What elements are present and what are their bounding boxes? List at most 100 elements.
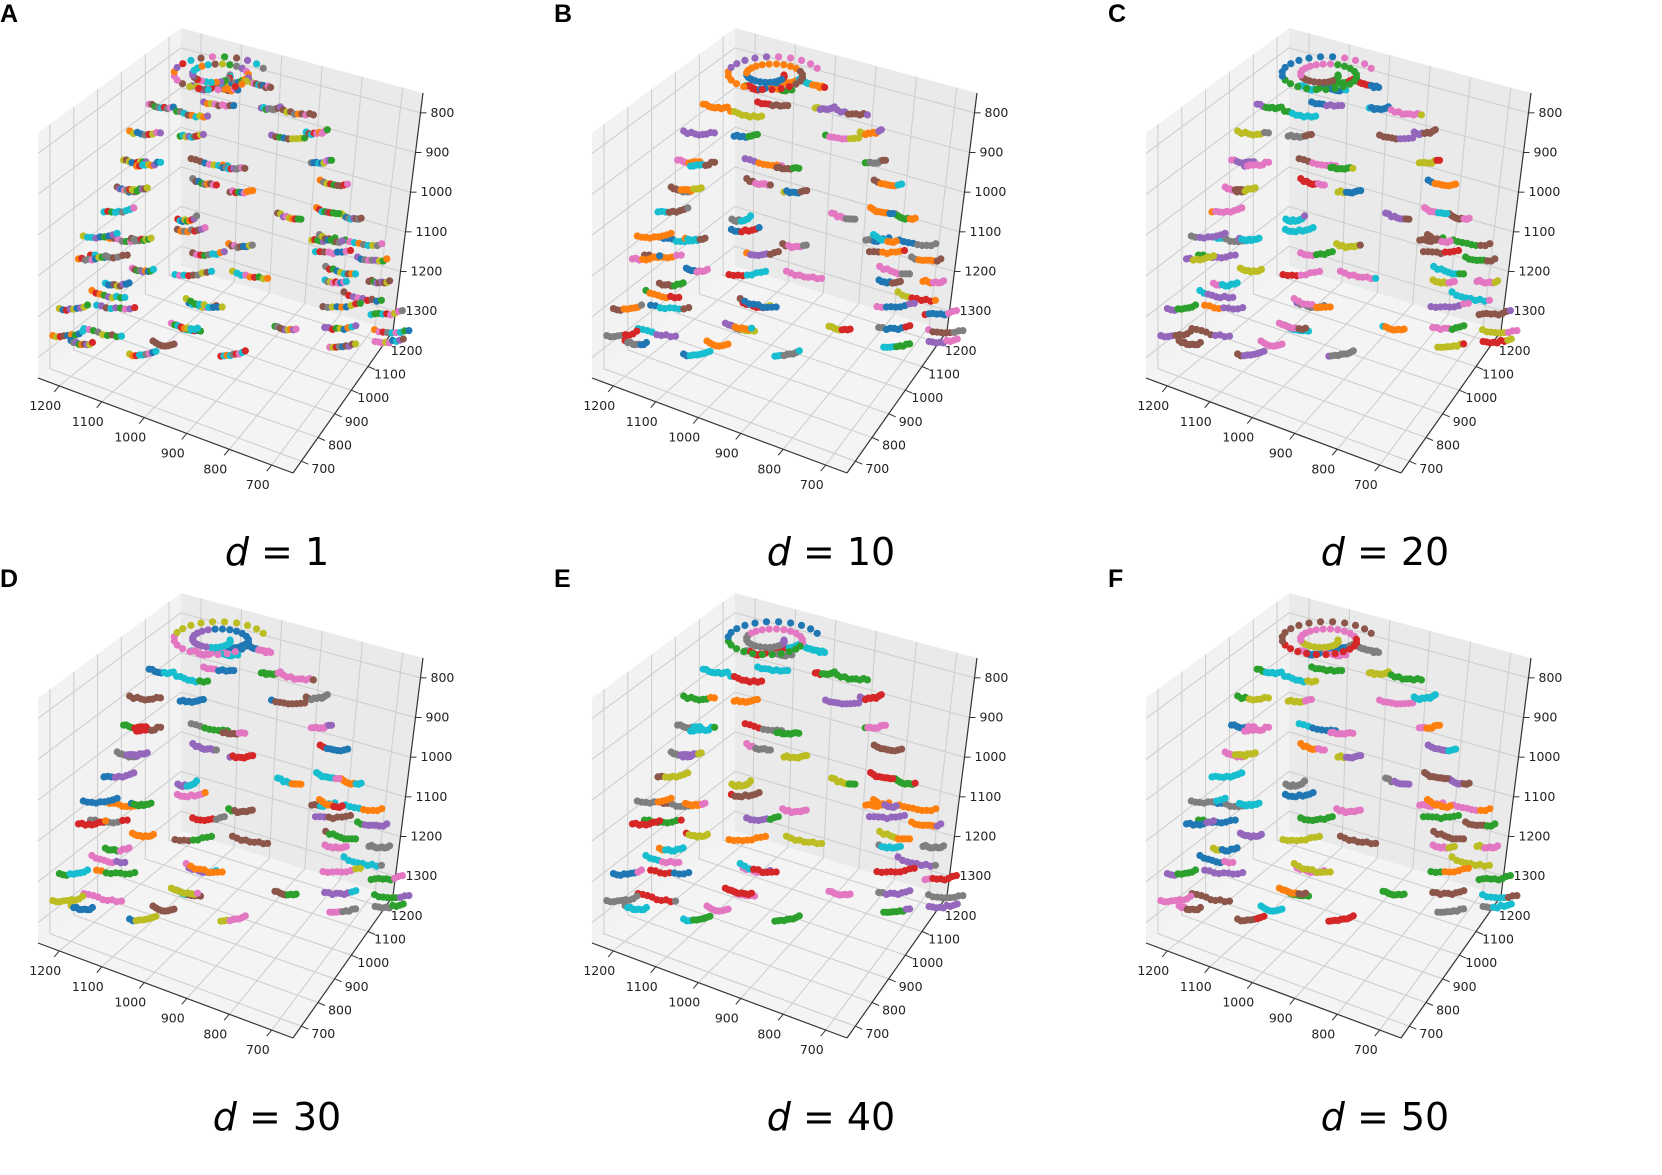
scatter-point	[383, 255, 391, 263]
panel-b: 1200 1100 1000 900 800 700 700 800 900 1000 1100 12…	[554, 0, 1108, 587]
scatter-point	[249, 752, 257, 760]
x-tick-label: 1000	[114, 995, 146, 1010]
scatter-point	[1251, 184, 1259, 192]
axis-lines	[1145, 657, 1532, 1039]
scatter-point	[123, 816, 131, 824]
scatter-point	[1494, 842, 1502, 850]
scatter-point	[1210, 252, 1218, 260]
y-tick-label: 700	[865, 1026, 889, 1041]
scatter-point	[1361, 60, 1369, 68]
y-tick-label: 900	[899, 979, 923, 994]
scatter-point	[335, 775, 343, 783]
scatter-point	[352, 322, 360, 330]
scatter-point	[1322, 651, 1330, 659]
scatter-point	[761, 832, 770, 840]
scatter-point	[1339, 648, 1347, 656]
scatter-point	[1460, 340, 1468, 348]
tick-labels: 1200 1100 1000 900 800 700 700 800 900 1000 1100 12…	[583, 670, 1008, 1057]
scatter-point	[813, 629, 821, 637]
scatter-point	[220, 248, 228, 256]
scatter-point	[1326, 625, 1335, 633]
scatter-point	[732, 80, 741, 88]
x-tick-label: 1200	[29, 398, 61, 413]
scatter-point	[152, 912, 160, 920]
z-tick-label: 800	[431, 105, 455, 120]
scatter-point	[1431, 126, 1439, 134]
scatter-point	[231, 648, 239, 656]
scatter-point	[121, 293, 129, 301]
scatter-point	[758, 86, 766, 94]
scatter-point	[685, 304, 693, 312]
scatter-point	[741, 56, 749, 64]
scatter-point	[221, 53, 229, 61]
scatter-point	[1328, 813, 1336, 821]
scatter-point	[241, 729, 249, 737]
scatter-point	[123, 251, 131, 259]
scatter-point	[1257, 265, 1265, 273]
scatter-point	[774, 248, 782, 256]
scatter-point	[1443, 210, 1451, 218]
scatter-point	[79, 327, 87, 335]
z-tick-label: 900	[426, 710, 450, 725]
scatter-point	[753, 130, 761, 139]
scatter-point	[753, 695, 761, 704]
scatter-point	[1196, 903, 1204, 912]
scatter-point	[1460, 887, 1468, 895]
scatter-point	[88, 338, 96, 347]
x-tick-label: 700	[800, 477, 824, 492]
scatter-point	[1329, 53, 1337, 61]
scatter-point	[1331, 85, 1339, 93]
scatter-point	[931, 861, 939, 869]
scatter-point	[818, 274, 826, 282]
scatter-point	[1287, 60, 1295, 68]
scatter-point	[342, 277, 350, 286]
scatter-point	[356, 864, 364, 872]
scatter-point	[173, 628, 181, 637]
panel-caption: d = 20	[1108, 530, 1662, 574]
scatter-point	[346, 246, 355, 255]
scatter-point	[1459, 270, 1468, 278]
tick-labels: 1200 1100 1000 900 800 700 700 800 900 1000 1100 12…	[583, 105, 1008, 492]
scatter-point	[1225, 332, 1234, 340]
scatter-point	[1507, 335, 1515, 343]
caption-value: = 50	[1344, 1095, 1450, 1139]
caption-variable: d	[766, 530, 791, 574]
scatter-point	[1231, 251, 1239, 259]
scatter-point	[156, 694, 164, 702]
scatter-point	[208, 618, 217, 626]
scatter-point	[297, 215, 305, 223]
scatter-point	[1301, 212, 1309, 220]
scatter-point	[749, 85, 757, 93]
scatter-point	[338, 802, 346, 810]
scatter-point	[905, 270, 914, 278]
scatter-point	[178, 80, 187, 88]
scatter-point	[1303, 650, 1311, 658]
x-tick-label: 900	[161, 445, 185, 460]
scatter-point	[910, 299, 918, 307]
y-tick-label: 1100	[1482, 367, 1514, 382]
scatter-point	[906, 322, 914, 330]
x-tick-label: 1100	[626, 979, 658, 994]
scatter-point	[821, 648, 829, 656]
scatter-point	[1320, 746, 1328, 754]
scatter-point	[130, 204, 138, 212]
scatter-point	[342, 842, 350, 851]
scatter-point	[204, 86, 212, 94]
scatter-point	[204, 677, 212, 685]
scatter-point	[896, 842, 904, 851]
scatter-point	[377, 861, 385, 869]
scatter-point	[656, 817, 664, 825]
scatter-point	[170, 340, 178, 348]
scatter-point	[818, 839, 826, 847]
scatter-points	[1157, 53, 1521, 360]
z-tick-label: 1000	[1529, 749, 1561, 764]
scatter-point	[910, 864, 918, 872]
scatter-point	[795, 164, 803, 172]
scatter-point	[1464, 864, 1472, 872]
scatter-point	[784, 102, 792, 110]
scatter-point	[352, 887, 360, 895]
y-tick-label: 900	[1453, 979, 1477, 994]
scatter-point	[243, 621, 252, 629]
scatter-point	[1372, 274, 1380, 282]
scatter-point	[1346, 80, 1354, 88]
